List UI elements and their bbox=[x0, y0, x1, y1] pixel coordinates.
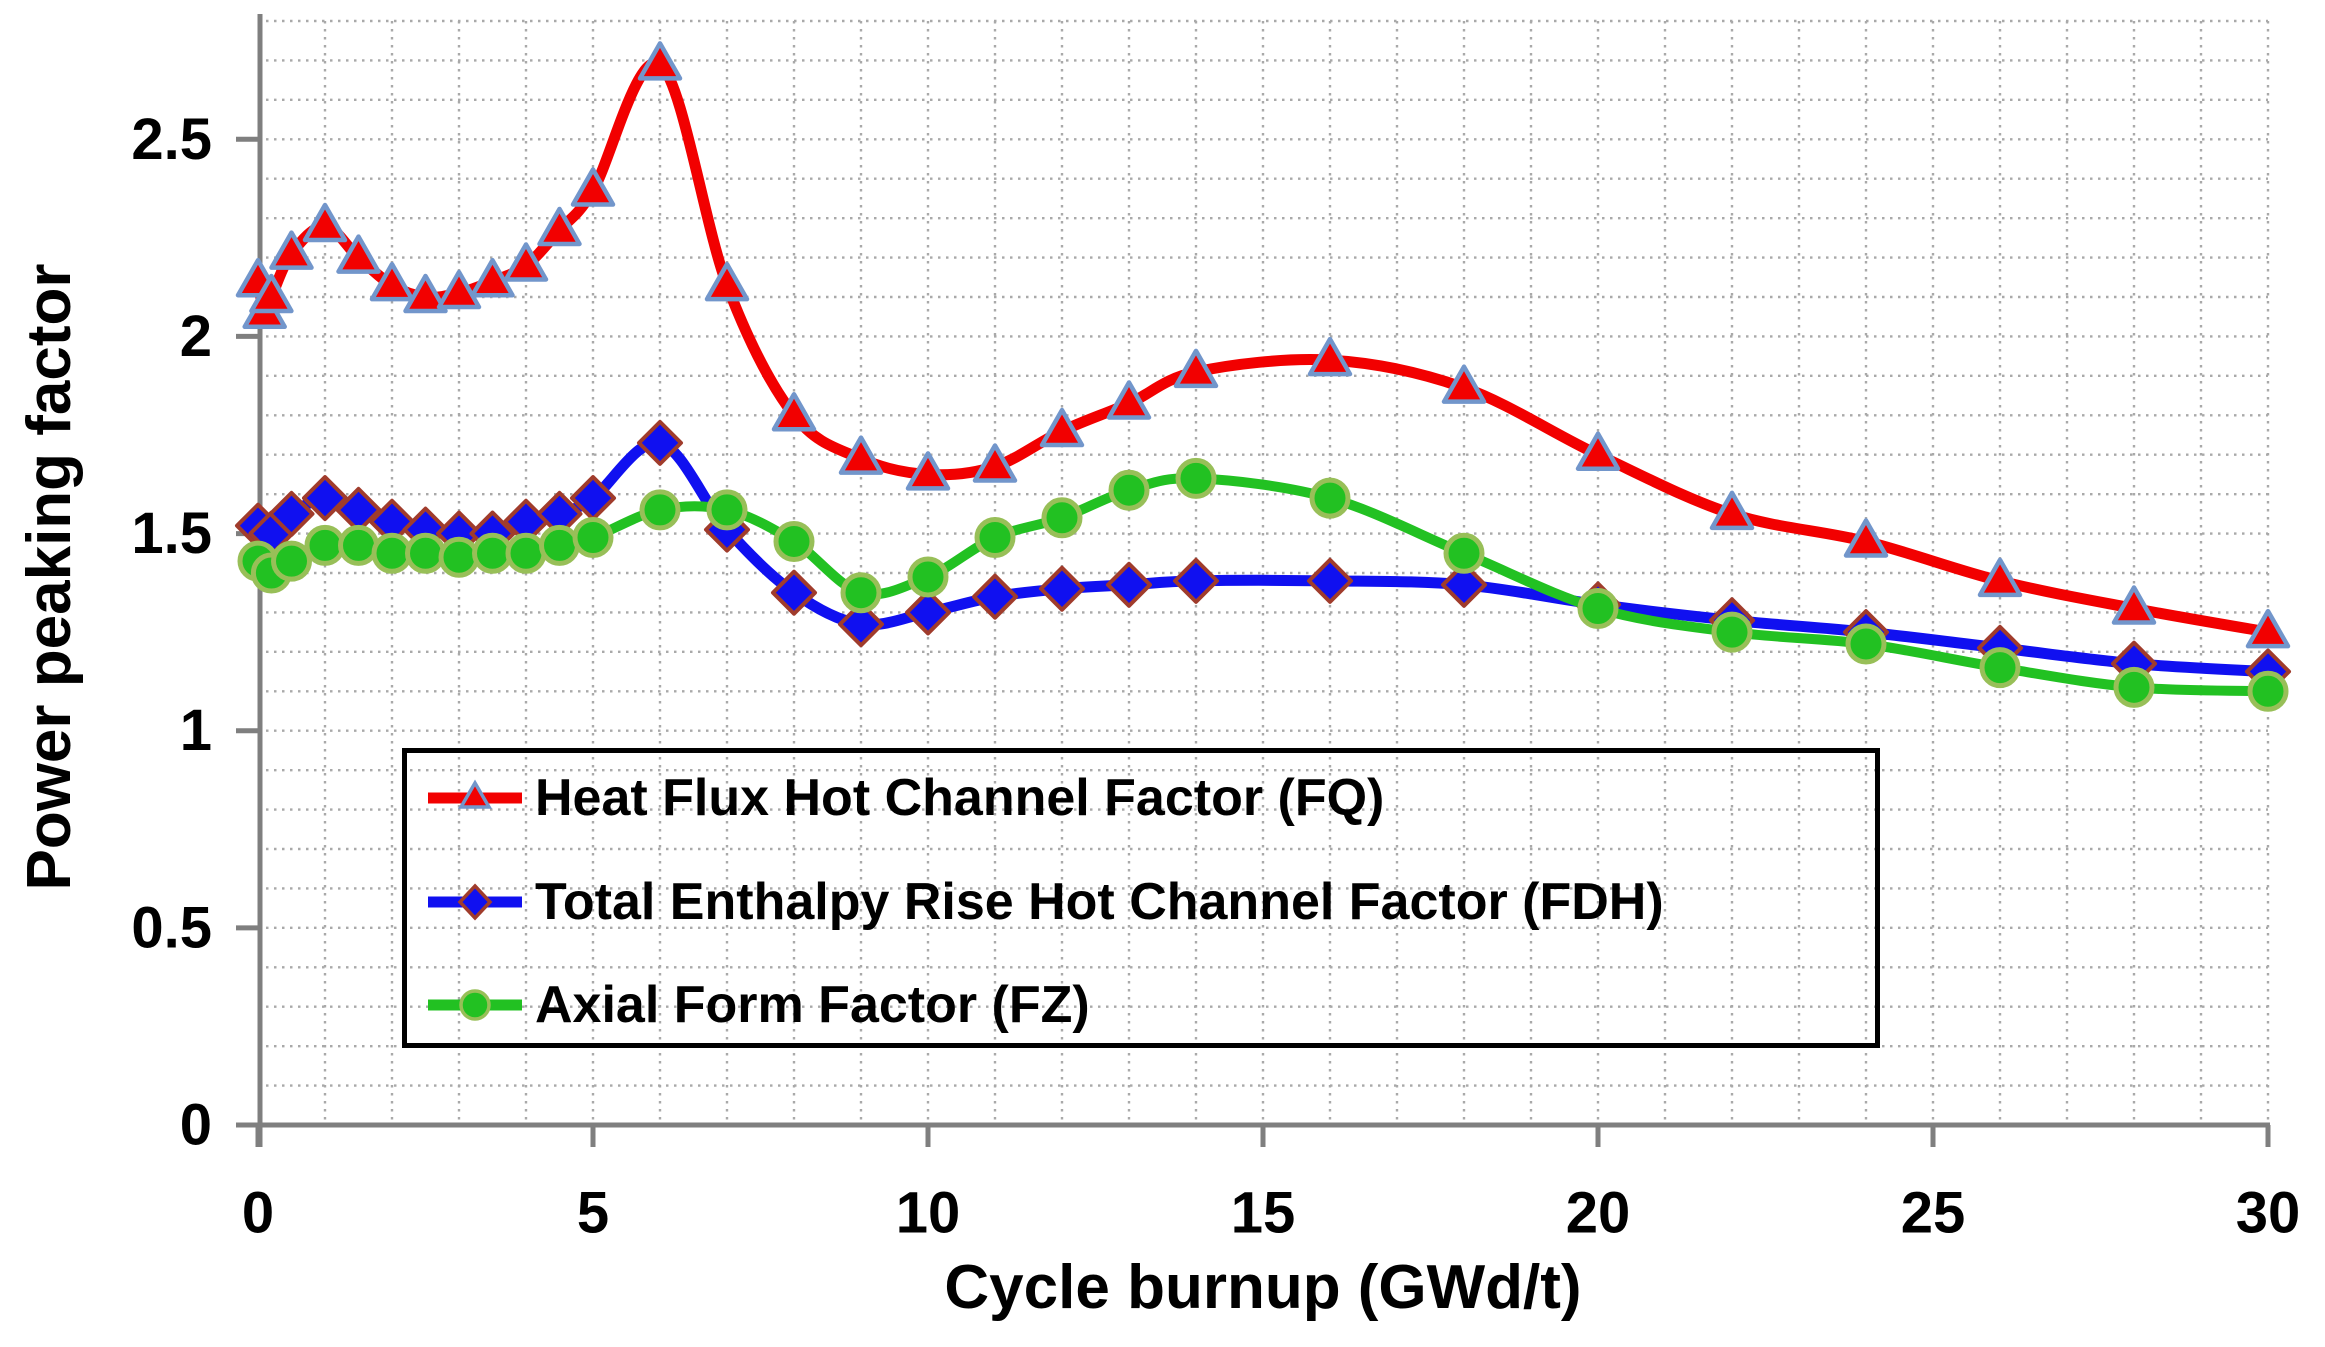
marker-circle bbox=[974, 517, 1016, 559]
marker-triangle bbox=[838, 435, 884, 475]
marker-circle bbox=[1711, 611, 1753, 653]
marker-circle bbox=[1041, 497, 1083, 539]
x-tick-label: 0 bbox=[242, 1181, 274, 1246]
marker-circle bbox=[271, 540, 312, 582]
marker-circle bbox=[1108, 469, 1150, 511]
marker-circle bbox=[2113, 666, 2155, 708]
marker-triangle bbox=[704, 261, 750, 302]
y-tick-label: 0.5 bbox=[131, 895, 212, 960]
y-tick-label: 2 bbox=[180, 304, 212, 369]
marker-circle bbox=[1175, 457, 1217, 499]
x-tick-label: 15 bbox=[1231, 1181, 1296, 1246]
marker-triangle bbox=[2245, 608, 2291, 649]
marker-circle bbox=[1577, 587, 1619, 629]
x-tick-label: 30 bbox=[2236, 1181, 2301, 1246]
marker-circle bbox=[2247, 670, 2289, 712]
marker-triangle bbox=[637, 41, 683, 81]
legend-item-fz: Axial Form Factor (FZ) bbox=[425, 975, 1090, 1035]
marker-circle bbox=[706, 489, 748, 531]
marker-triangle bbox=[570, 167, 616, 207]
legend-marker-circle-icon bbox=[428, 989, 522, 1021]
marker-diamond bbox=[1173, 557, 1219, 604]
legend-label: Heat Flux Hot Channel Factor (FQ) bbox=[535, 769, 1385, 827]
marker-diamond bbox=[1106, 561, 1152, 608]
marker-diamond bbox=[771, 569, 817, 616]
marker-circle bbox=[539, 524, 580, 566]
marker-circle bbox=[505, 532, 547, 574]
marker-circle bbox=[907, 556, 949, 598]
marker-circle bbox=[773, 520, 815, 562]
marker-triangle bbox=[2111, 585, 2157, 625]
marker-circle bbox=[572, 517, 614, 559]
marker-diamond bbox=[1039, 565, 1085, 612]
x-tick-label: 5 bbox=[577, 1181, 609, 1246]
y-tick-label: 2.5 bbox=[131, 107, 212, 172]
legend-label: Total Enthalpy Rise Hot Channel Factor (… bbox=[535, 873, 1664, 931]
marker-triangle bbox=[905, 451, 951, 491]
y-axis-title: Power peaking factor bbox=[15, 263, 84, 891]
marker-triangle bbox=[1709, 490, 1755, 531]
marker-circle bbox=[338, 524, 379, 566]
legend: Heat Flux Hot Channel Factor (FQ) Total E… bbox=[402, 748, 1880, 1048]
marker-circle bbox=[1309, 477, 1351, 519]
y-tick-label: 1 bbox=[180, 698, 212, 763]
legend-item-fq: Heat Flux Hot Channel Factor (FQ) bbox=[425, 768, 1384, 828]
marker-diamond bbox=[905, 589, 951, 636]
marker-triangle bbox=[302, 202, 348, 243]
marker-triangle bbox=[369, 261, 415, 302]
marker-circle bbox=[438, 536, 480, 578]
marker-triangle bbox=[470, 257, 515, 298]
legend-marker-diamond-icon bbox=[428, 883, 522, 921]
marker-circle bbox=[371, 532, 413, 574]
marker-triangle bbox=[403, 273, 448, 314]
x-axis-title: Cycle burnup (GWd/t) bbox=[944, 1253, 1582, 1322]
marker-circle bbox=[840, 572, 882, 614]
marker-diamond bbox=[302, 475, 348, 522]
marker-triangle bbox=[1173, 348, 1219, 389]
marker-triangle bbox=[771, 392, 817, 432]
marker-circle bbox=[1845, 623, 1887, 665]
legend-label: Axial Form Factor (FZ) bbox=[535, 976, 1090, 1034]
x-tick-label: 25 bbox=[1901, 1181, 1966, 1246]
marker-circle bbox=[639, 489, 681, 531]
marker-triangle bbox=[503, 242, 549, 282]
marker-triangle bbox=[1106, 380, 1152, 420]
marker-diamond bbox=[637, 419, 683, 466]
marker-triangle bbox=[269, 230, 314, 270]
marker-triangle bbox=[1307, 336, 1353, 377]
marker-triangle bbox=[1977, 557, 2023, 598]
marker-diamond bbox=[1307, 557, 1353, 604]
legend-marker-triangle-icon bbox=[428, 779, 522, 809]
x-tick-label: 20 bbox=[1566, 1181, 1631, 1246]
marker-triangle bbox=[249, 273, 294, 314]
marker-triangle bbox=[537, 206, 582, 247]
marker-triangle bbox=[1575, 431, 1621, 471]
marker-circle bbox=[1979, 647, 2021, 689]
series-fq bbox=[235, 41, 2291, 649]
marker-triangle bbox=[1843, 518, 1889, 558]
marker-diamond bbox=[1441, 561, 1487, 608]
series-fz bbox=[237, 457, 2289, 712]
y-tick-label: 0 bbox=[180, 1093, 212, 1158]
x-tick-label: 10 bbox=[896, 1181, 961, 1246]
y-tick-labels: 0 0.5 1 1.5 2 2.5 bbox=[131, 107, 212, 1158]
marker-triangle bbox=[436, 269, 482, 310]
marker-circle bbox=[304, 524, 346, 566]
legend-item-fdh: Total Enthalpy Rise Hot Channel Factor (… bbox=[425, 872, 1664, 932]
x-tick-labels: 0 5 10 15 20 25 30 bbox=[242, 1181, 2300, 1246]
marker-circle bbox=[1443, 532, 1485, 574]
marker-triangle bbox=[972, 443, 1018, 483]
marker-triangle bbox=[1441, 364, 1487, 404]
marker-circle bbox=[405, 532, 446, 574]
marker-triangle bbox=[336, 234, 381, 274]
marker-triangle bbox=[1039, 407, 1085, 448]
y-tick-label: 1.5 bbox=[131, 501, 212, 566]
marker-circle bbox=[472, 532, 513, 574]
marker-diamond bbox=[972, 573, 1018, 620]
marker-diamond bbox=[838, 601, 884, 648]
marker-diamond bbox=[268, 490, 315, 537]
